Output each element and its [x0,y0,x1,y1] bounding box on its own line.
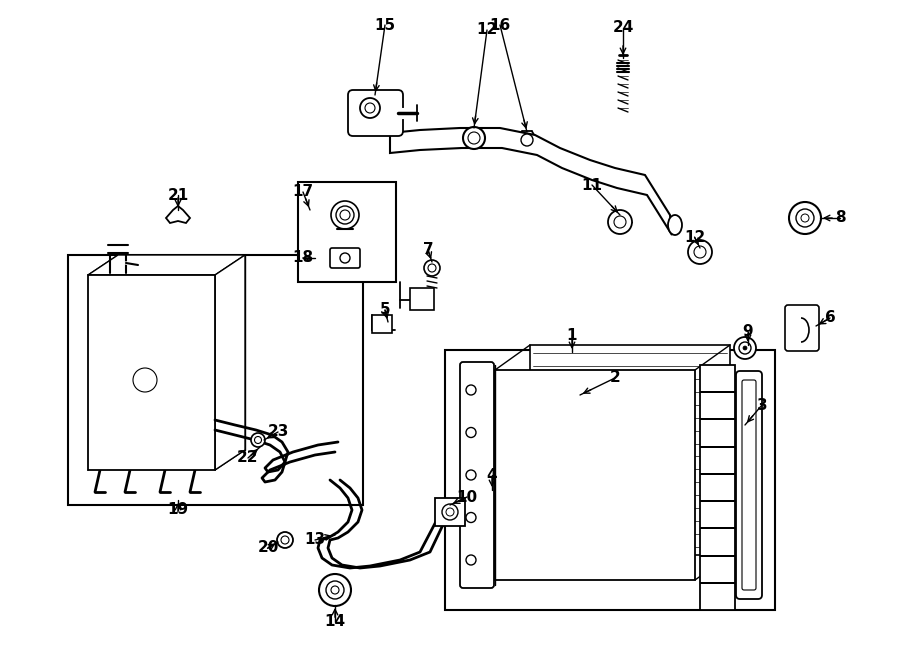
Circle shape [446,508,454,516]
Text: 20: 20 [257,541,279,555]
Polygon shape [88,275,215,470]
Circle shape [463,127,485,149]
Circle shape [360,98,380,118]
Circle shape [277,532,293,548]
FancyBboxPatch shape [460,362,494,588]
Text: 9: 9 [742,325,753,340]
Text: 8: 8 [834,210,845,225]
Polygon shape [530,345,730,555]
Circle shape [734,337,756,359]
Text: (): () [140,373,150,387]
Circle shape [608,210,632,234]
Circle shape [801,214,809,222]
Text: 7: 7 [423,243,433,258]
Circle shape [789,202,821,234]
Circle shape [340,210,350,220]
Circle shape [331,586,339,594]
Text: 11: 11 [581,178,602,192]
Circle shape [319,574,351,606]
Text: 12: 12 [476,22,498,38]
Circle shape [614,216,626,228]
Circle shape [326,581,344,599]
Circle shape [739,342,751,354]
Text: 21: 21 [167,188,189,202]
Text: 14: 14 [324,615,346,629]
Text: 1: 1 [567,327,577,342]
Circle shape [743,346,747,350]
Text: 18: 18 [292,251,313,266]
Text: 12: 12 [684,231,706,245]
Text: 16: 16 [490,17,510,32]
Circle shape [340,253,350,263]
Text: 19: 19 [167,502,189,518]
FancyBboxPatch shape [742,380,756,590]
Circle shape [468,132,480,144]
Polygon shape [495,370,695,580]
Text: 22: 22 [238,451,259,465]
Circle shape [521,134,533,146]
Bar [68,255,363,505]
Text: 3: 3 [757,397,768,412]
Circle shape [251,433,265,447]
Text: 17: 17 [292,184,313,200]
Polygon shape [215,255,245,470]
Ellipse shape [668,215,682,235]
Text: 2: 2 [609,371,620,385]
Polygon shape [700,365,735,610]
Circle shape [694,246,706,258]
Circle shape [442,504,458,520]
Circle shape [424,260,440,276]
Text: 24: 24 [612,20,634,36]
Bar [410,288,434,310]
Polygon shape [166,206,190,223]
Text: 13: 13 [304,533,326,547]
Circle shape [336,206,354,224]
Text: 4: 4 [487,467,498,483]
Circle shape [331,201,359,229]
Polygon shape [118,255,245,450]
Circle shape [796,209,814,227]
Circle shape [688,240,712,264]
FancyBboxPatch shape [330,248,360,268]
Bar [372,315,392,333]
FancyBboxPatch shape [736,371,762,599]
Circle shape [365,103,375,113]
Polygon shape [390,128,672,235]
Bar [445,350,775,610]
Text: 5: 5 [380,303,391,317]
FancyBboxPatch shape [348,90,403,136]
Text: 10: 10 [456,490,478,504]
Circle shape [428,264,436,272]
Bar [435,498,465,526]
Polygon shape [88,255,245,275]
Text: 15: 15 [374,17,396,32]
Bar [298,182,396,282]
FancyBboxPatch shape [785,305,819,351]
Text: 6: 6 [824,311,835,325]
Circle shape [255,436,262,444]
Text: 23: 23 [267,424,289,440]
Circle shape [281,536,289,544]
